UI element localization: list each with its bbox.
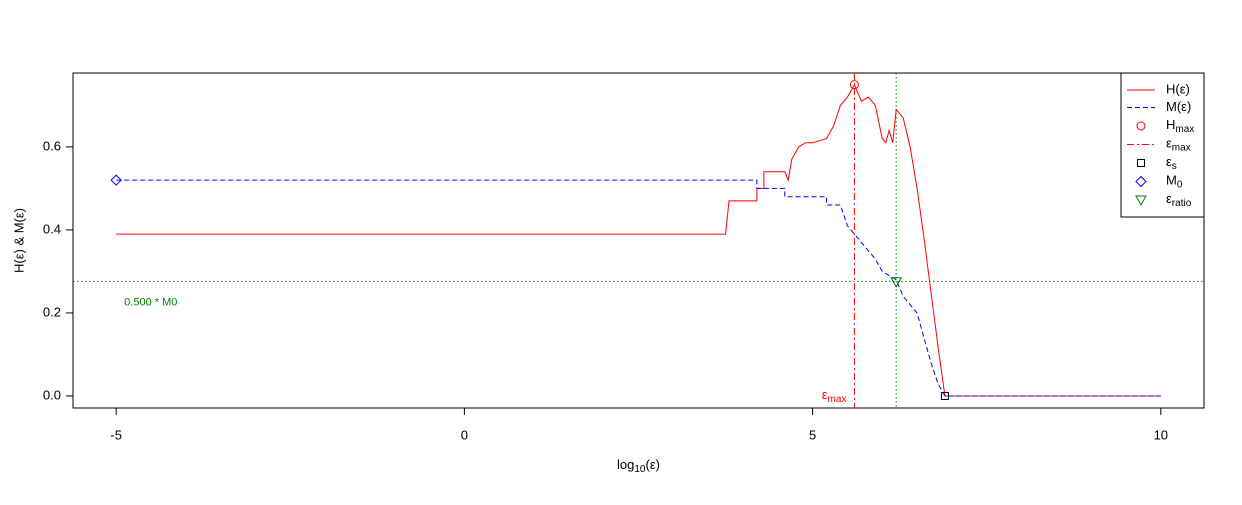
label-base: M: [1166, 173, 1177, 188]
label-sub: max: [827, 394, 846, 405]
legend-swatch: [1135, 195, 1147, 207]
point-marker: [890, 277, 903, 288]
series-line: [116, 179, 1161, 397]
label-base: ε: [822, 387, 828, 402]
x-axis-label-base: log: [617, 457, 634, 472]
label-sub: 0: [1177, 179, 1183, 190]
x-tick-label: 10: [1154, 427, 1168, 442]
legend-label: M0: [1166, 173, 1183, 190]
label-sub: s: [1172, 161, 1177, 172]
label-sub: ratio: [1172, 198, 1192, 209]
vertical-marker-label: εmax: [822, 387, 847, 404]
point-marker: [940, 391, 949, 400]
x-axis-label-sub: 10: [634, 464, 646, 475]
legend-label: εmax: [1166, 136, 1191, 153]
legend-swatch: [1135, 175, 1147, 188]
x-axis-label-rest: (ε): [646, 457, 660, 472]
label-base: ε: [1166, 136, 1172, 151]
y-tick-label: 0.0: [43, 387, 61, 402]
legend-label: εratio: [1166, 191, 1192, 208]
y-tick-label: 0.4: [43, 221, 61, 236]
x-axis-label: log10(ε): [617, 457, 660, 474]
label-base: ε: [1166, 154, 1172, 169]
y-axis-label: H(ε) & M(ε): [11, 208, 26, 273]
plot-frame: [72, 72, 1205, 409]
label-base: ε: [1166, 191, 1172, 206]
x-tick-label: 0: [461, 427, 468, 442]
legend-label: M(ε): [1166, 99, 1191, 114]
legend-label: H(ε): [1166, 81, 1190, 96]
legend-swatch: [1136, 121, 1146, 131]
legend-box: [1120, 72, 1205, 218]
x-tick-label: 5: [809, 427, 816, 442]
point-marker: [110, 174, 122, 186]
y-tick-label: 0.2: [43, 304, 61, 319]
label-base: H: [1166, 117, 1175, 132]
reference-label: 0.500 * M0: [124, 296, 177, 308]
series-line: [116, 83, 1161, 397]
legend-swatch: [1137, 159, 1145, 167]
label-sub: max: [1175, 124, 1194, 135]
y-tick-label: 0.6: [43, 138, 61, 153]
label-sub: max: [1172, 142, 1191, 153]
x-tick-label: -5: [110, 427, 122, 442]
legend-label: εs: [1166, 154, 1177, 171]
legend-label: Hmax: [1166, 117, 1194, 134]
